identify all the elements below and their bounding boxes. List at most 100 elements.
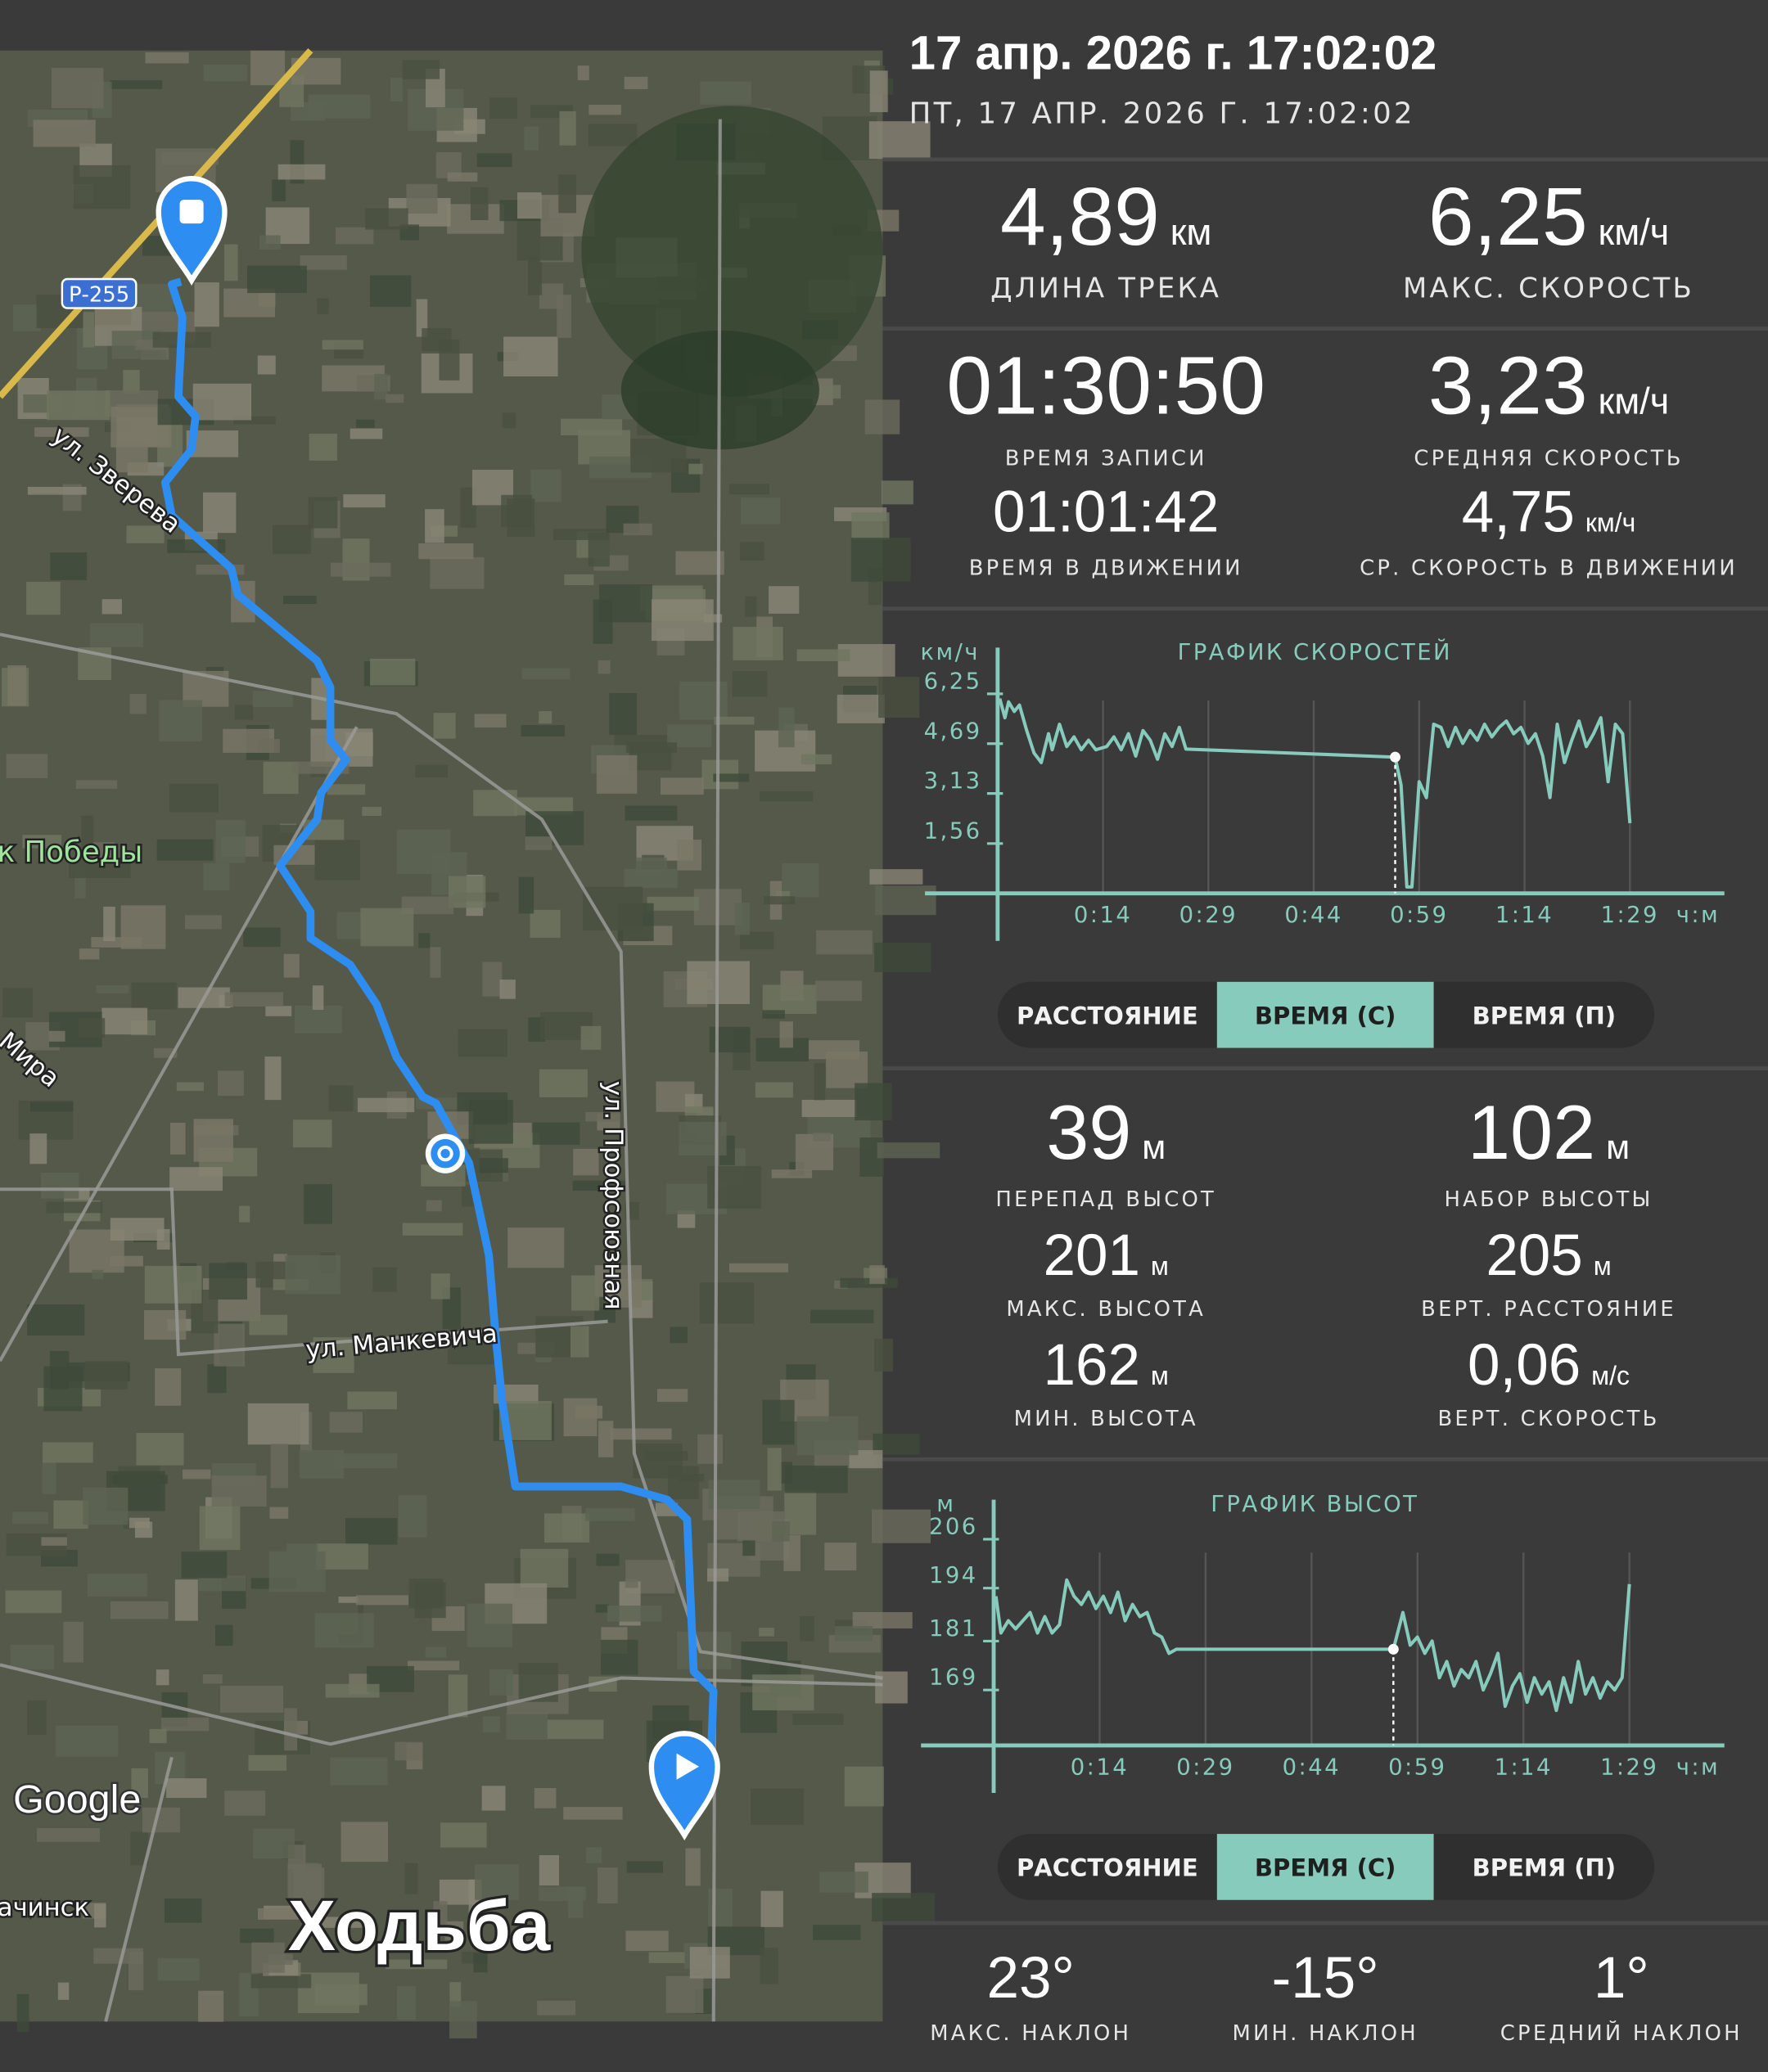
map-block xyxy=(534,1788,557,1808)
stat-label: ПЕРЕПАД ВЫСОТ xyxy=(995,1187,1216,1212)
map-block xyxy=(422,328,452,352)
map-block xyxy=(396,1986,416,2020)
road-badge: Р-255 xyxy=(69,282,129,307)
map-block xyxy=(330,1757,388,1786)
stat-number: 102 xyxy=(1468,1089,1595,1175)
map-block xyxy=(78,1018,106,1038)
midpoint-marker[interactable] xyxy=(425,1133,466,1173)
map[interactable] xyxy=(0,48,940,2038)
map-block xyxy=(813,1925,861,1940)
map-block xyxy=(131,982,177,1010)
toggle-option[interactable]: ВРЕМЯ (П) xyxy=(1473,1854,1617,1882)
toggle-option[interactable]: ВРЕМЯ (С) xyxy=(1255,1854,1396,1882)
map-block xyxy=(416,299,428,337)
map-block xyxy=(198,1575,246,1592)
road xyxy=(0,1187,608,1357)
map-block xyxy=(875,885,936,916)
map-block xyxy=(851,512,890,540)
map-block xyxy=(143,1310,187,1340)
x-unit: ч:м xyxy=(1676,1754,1720,1780)
map-block xyxy=(518,876,534,914)
map-block xyxy=(489,1669,513,1696)
map-block xyxy=(759,1628,774,1637)
map-block xyxy=(142,1807,180,1833)
map-block xyxy=(539,1886,586,1901)
map-block xyxy=(386,394,404,403)
map-block xyxy=(250,50,286,86)
map-block xyxy=(329,1412,363,1433)
map-block xyxy=(708,1480,760,1510)
map-block xyxy=(425,509,444,543)
map-block xyxy=(760,1890,783,1927)
map-block xyxy=(699,1282,754,1324)
map-block xyxy=(772,1521,790,1542)
map-block xyxy=(762,1010,785,1019)
map-block xyxy=(552,529,610,540)
map-block xyxy=(837,694,885,723)
toggle-selected[interactable] xyxy=(1216,981,1434,1048)
map-block xyxy=(2,988,34,1018)
map-block xyxy=(630,439,687,473)
map-block xyxy=(369,275,412,308)
map-block xyxy=(697,1434,723,1464)
chart-title: ГРАФИК СКОРОСТЕЙ xyxy=(1178,639,1452,665)
map-block xyxy=(29,1133,47,1164)
road-badge-bg xyxy=(61,277,138,309)
map-block xyxy=(700,81,752,105)
toggle-option[interactable]: ВРЕМЯ (С) xyxy=(1255,1002,1396,1029)
map-block xyxy=(42,1461,56,1494)
map-block xyxy=(528,256,543,295)
start-pin[interactable] xyxy=(648,1731,720,1841)
map-block xyxy=(156,839,214,861)
separator xyxy=(882,1921,1768,1926)
stat-number: 162 xyxy=(1044,1333,1141,1398)
map-block xyxy=(601,1639,638,1675)
map-block xyxy=(43,1366,83,1412)
map-block xyxy=(325,1683,380,1698)
map-block xyxy=(516,192,542,219)
toggle-option[interactable]: ВРЕМЯ (П) xyxy=(1473,1002,1617,1029)
map-block xyxy=(572,1180,626,1191)
map-block xyxy=(783,1535,801,1571)
stat-value: 102 м xyxy=(1468,1089,1630,1175)
map-block xyxy=(734,903,751,935)
map-block xyxy=(330,562,391,577)
map-block xyxy=(314,1613,374,1648)
map-block xyxy=(689,1947,730,1979)
toggle-option[interactable]: РАССТОЯНИЕ xyxy=(1017,1854,1198,1882)
end-pin[interactable] xyxy=(156,176,228,286)
map-block xyxy=(607,1605,662,1622)
toggle-selected[interactable] xyxy=(1216,1834,1434,1900)
map-block xyxy=(355,1595,408,1606)
map-block xyxy=(874,942,931,973)
toggle-option[interactable]: РАССТОЯНИЕ xyxy=(1017,1002,1198,1029)
map-block xyxy=(814,1063,826,1101)
map-block xyxy=(27,1304,85,1336)
map-block xyxy=(198,1990,224,2022)
map-block xyxy=(760,791,814,802)
map-block xyxy=(482,962,503,997)
stat-value: 4,89 км xyxy=(1000,171,1211,263)
map-block xyxy=(362,806,382,817)
road xyxy=(0,1663,883,1746)
map-block xyxy=(425,1646,447,1658)
map-block xyxy=(449,876,486,908)
stat-label: МАКС. ВЫСОТА xyxy=(1006,1297,1206,1322)
map-block xyxy=(855,1083,892,1121)
railway xyxy=(0,48,313,399)
map-block xyxy=(869,70,888,113)
map-block xyxy=(408,1660,460,1671)
map-block xyxy=(571,1275,600,1311)
map-block xyxy=(334,1453,398,1469)
map-block xyxy=(183,1469,211,1480)
map-block xyxy=(624,76,648,90)
x-tick-label: 0:44 xyxy=(1283,1754,1341,1780)
x-tick-label: 0:14 xyxy=(1074,903,1132,928)
map-block xyxy=(145,52,189,64)
map-block xyxy=(872,1893,936,1922)
map-block xyxy=(43,1442,93,1463)
map-block xyxy=(539,1854,560,1886)
map-block xyxy=(144,1265,202,1304)
stat-unit: м xyxy=(1594,1251,1612,1281)
map-block xyxy=(499,980,516,999)
